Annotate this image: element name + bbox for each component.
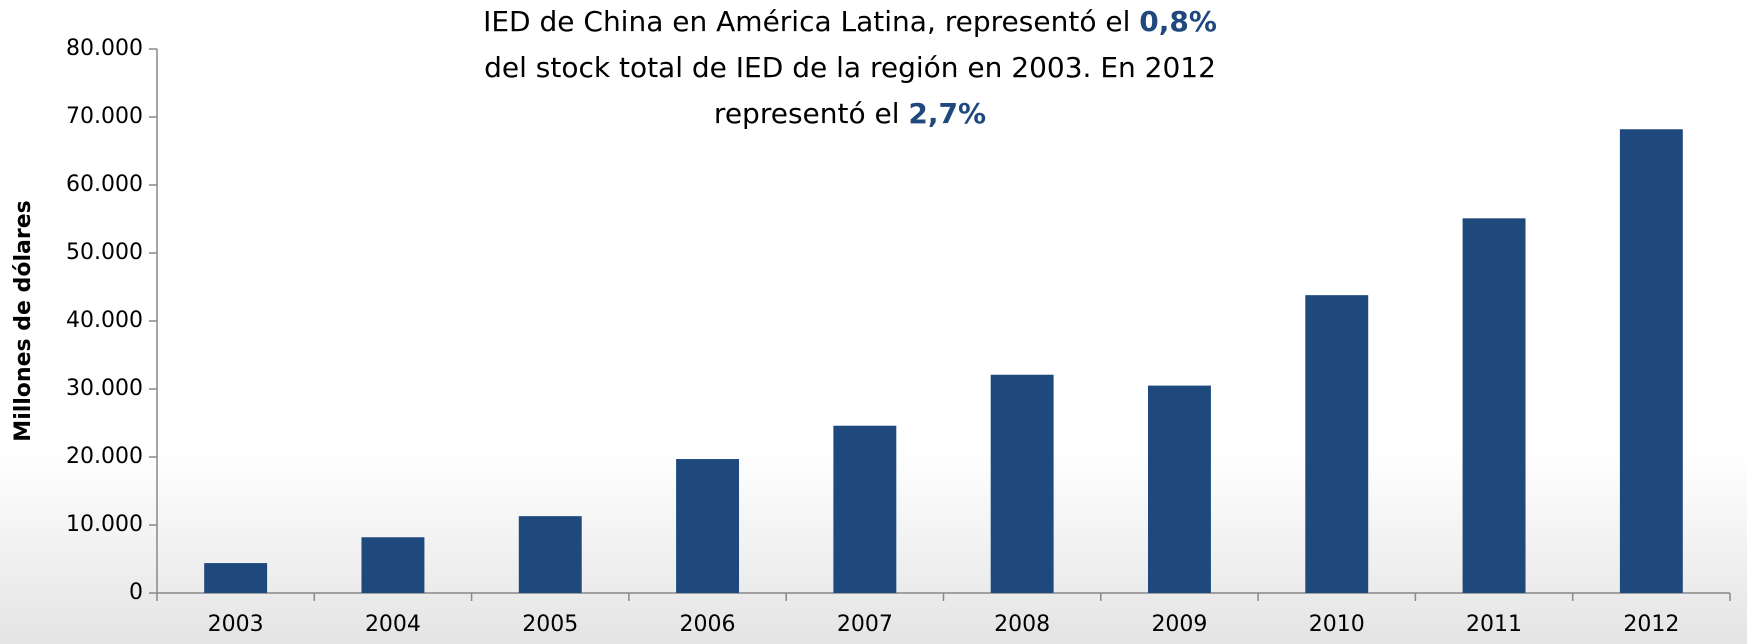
chart-title: del stock total de IED de la región en 2… [484, 51, 1216, 84]
bar [1147, 385, 1211, 593]
y-tick-label: 80.000 [66, 36, 143, 61]
title-segment: 2,7% [908, 97, 986, 130]
title-segment: del stock total de IED de la región en 2… [484, 51, 1216, 84]
bar [1305, 295, 1369, 593]
y-tick-label: 30.000 [66, 376, 143, 401]
x-tick-label: 2006 [680, 612, 736, 637]
bar [204, 563, 268, 593]
x-tick-label: 2010 [1309, 612, 1365, 637]
y-tick-label: 0 [129, 580, 143, 605]
x-tick-label: 2007 [837, 612, 893, 637]
bar [518, 516, 582, 593]
x-tick-label: 2009 [1151, 612, 1207, 637]
x-tick-label: 2008 [994, 612, 1050, 637]
y-tick-label: 10.000 [66, 512, 143, 537]
y-tick-label: 40.000 [66, 308, 143, 333]
y-tick-label: 60.000 [66, 172, 143, 197]
chart-title: IED de China en América Latina, represen… [483, 5, 1217, 38]
x-tick-label: 2003 [208, 612, 264, 637]
y-tick-label: 70.000 [66, 104, 143, 129]
bar [1462, 218, 1526, 593]
y-axis-title: Millones de dólares [11, 200, 36, 441]
x-tick-label: 2004 [365, 612, 421, 637]
x-tick-label: 2005 [522, 612, 578, 637]
chart-title: representó el 2,7% [714, 97, 986, 130]
bar [1619, 129, 1683, 594]
bar [990, 374, 1054, 593]
bar [676, 459, 740, 593]
title-segment: IED de China en América Latina, represen… [483, 5, 1139, 38]
x-tick-label: 2011 [1466, 612, 1522, 637]
y-tick-label: 20.000 [66, 444, 143, 469]
bar [833, 425, 897, 593]
x-tick-label: 2012 [1623, 612, 1679, 637]
title-segment: 0,8% [1139, 5, 1217, 38]
y-tick-label: 50.000 [66, 240, 143, 265]
bar [361, 537, 425, 593]
title-segment: representó el [714, 97, 909, 130]
